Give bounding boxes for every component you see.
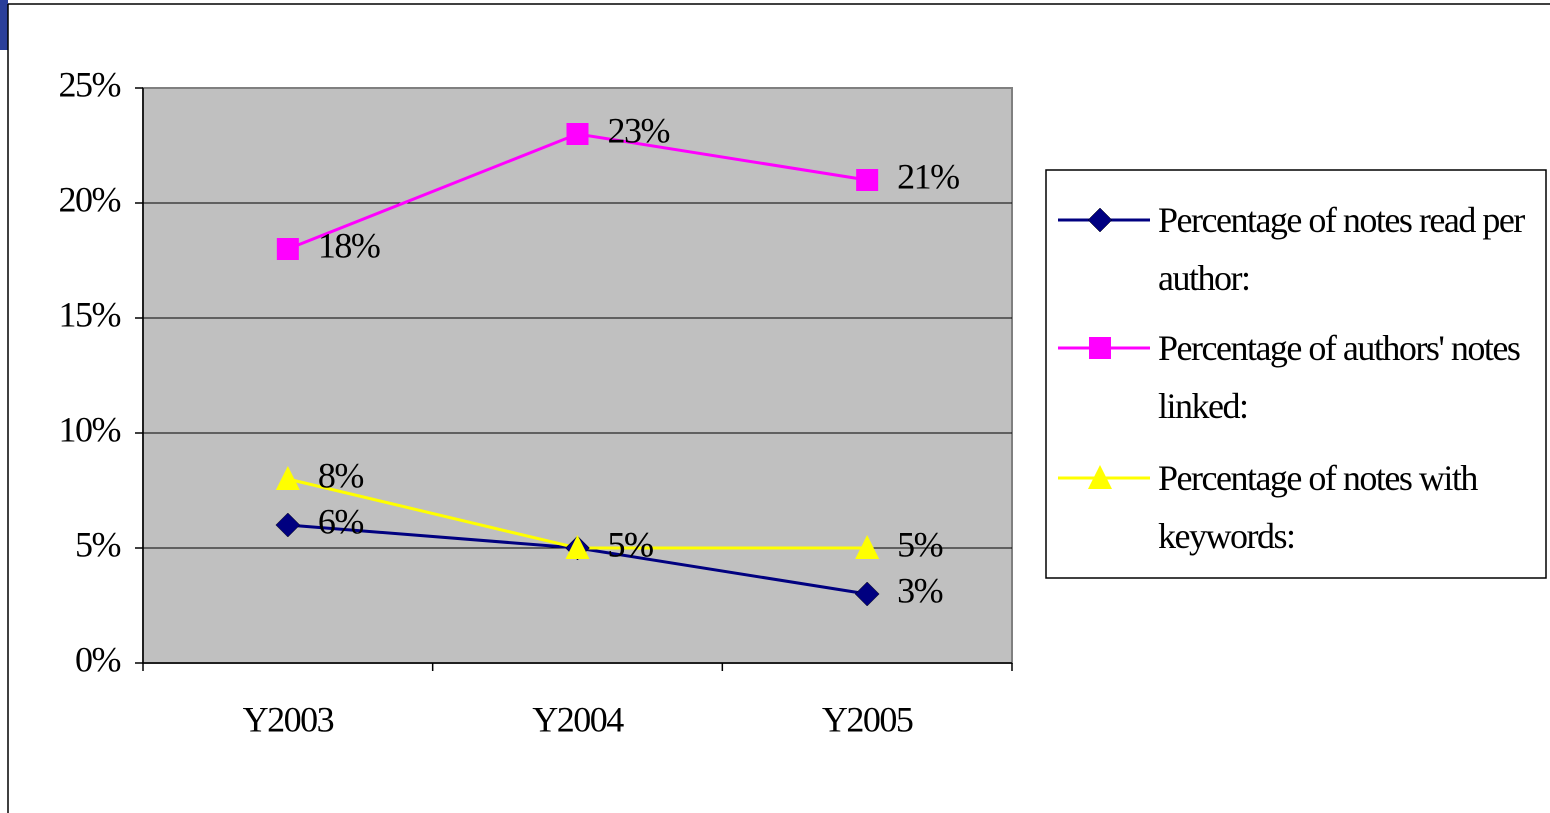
legend-box	[1045, 169, 1547, 579]
corner-decoration	[0, 0, 8, 50]
marker	[1089, 337, 1111, 359]
data-label: 5%	[608, 524, 654, 564]
x-tick-label: Y2003	[243, 699, 334, 739]
data-label: 3%	[897, 570, 943, 610]
data-label: 6%	[318, 501, 364, 541]
data-label: 21%	[897, 156, 959, 196]
marker	[1088, 465, 1112, 489]
legend-label: Percentage of authors' notes linked:	[1158, 328, 1521, 426]
y-tick-label: 20%	[59, 179, 121, 219]
marker	[1087, 207, 1113, 233]
marker	[566, 123, 589, 145]
marker	[565, 535, 590, 559]
data-label: 5%	[608, 524, 654, 564]
data-label: 18%	[318, 225, 380, 265]
data-label: 23%	[608, 110, 670, 150]
legend-label: Percentage of notes with keywords:	[1158, 458, 1478, 556]
y-tick-label: 5%	[75, 524, 121, 564]
marker	[856, 169, 879, 191]
marker	[854, 581, 880, 607]
data-label: 8%	[318, 455, 364, 495]
marker	[276, 238, 299, 260]
y-tick-label: 25%	[59, 64, 121, 104]
marker	[855, 535, 880, 559]
y-tick-label: 10%	[59, 409, 121, 449]
marker	[275, 466, 300, 490]
x-tick-label: Y2005	[822, 699, 913, 739]
y-tick-label: 15%	[59, 294, 121, 334]
plot-area	[142, 87, 1013, 664]
data-label: 5%	[897, 524, 943, 564]
marker	[275, 512, 301, 538]
x-tick-label: Y2004	[532, 699, 624, 739]
y-tick-label: 0%	[75, 639, 121, 679]
legend-label: Percentage of notes read per author:	[1158, 200, 1525, 298]
